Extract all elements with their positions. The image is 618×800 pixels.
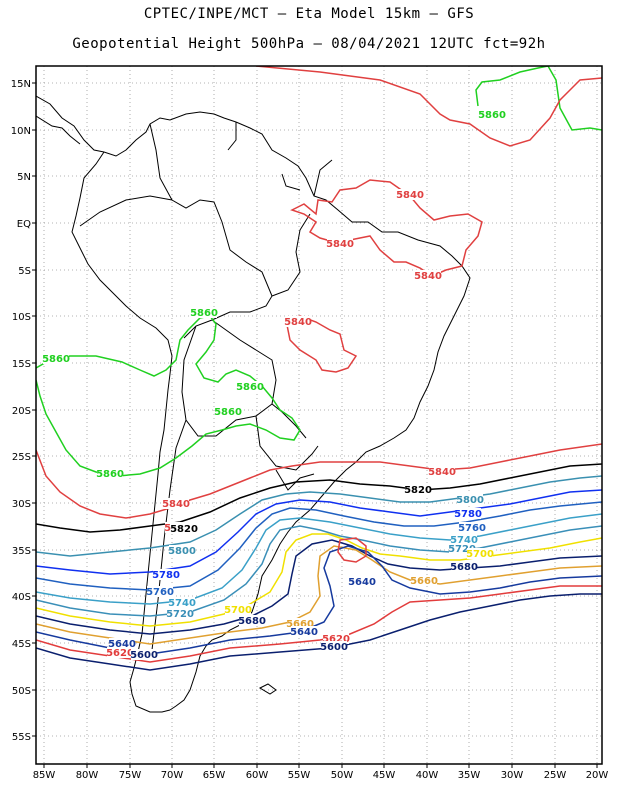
contour-label-5680: 5680 <box>450 562 478 573</box>
lat-label: 10N <box>11 126 31 137</box>
contour-label-5720: 5720 <box>448 544 476 555</box>
lat-label: EQ <box>17 219 31 230</box>
contour-label-5820: 5820 <box>404 485 432 496</box>
pacific-coast <box>71 151 173 713</box>
contour-5820 <box>36 463 602 533</box>
contour-label-5640: 5640 <box>108 639 136 650</box>
lat-label: 15S <box>12 359 31 370</box>
lon-label: 80W <box>76 770 99 781</box>
contour-5840-north <box>255 66 602 147</box>
contour-label-5840: 5840 <box>396 190 424 201</box>
contour-label-5820: 5820 <box>170 524 198 535</box>
lon-label: 30W <box>501 770 524 781</box>
contour-label-5860: 5860 <box>478 110 506 121</box>
lon-label: 70W <box>161 770 184 781</box>
contour-labels: 5860 5840 5840 5840 5840 5860 5860 5860 5860 5860… <box>42 109 506 661</box>
contour-5840-closed-low <box>337 537 367 563</box>
lon-label: 75W <box>119 770 142 781</box>
contour-label-5840: 5840 <box>284 317 312 328</box>
contour-label-5840: 5840 <box>414 271 442 282</box>
contour-label-5660: 5660 <box>410 576 438 587</box>
contour-label-5720: 5720 <box>166 609 194 620</box>
contour-label-5740: 5740 <box>168 598 196 609</box>
contour-label-5860: 5860 <box>214 407 242 418</box>
lat-label: 55S <box>12 732 31 743</box>
map-frame <box>35 65 603 765</box>
contour-label-5680: 5680 <box>238 616 266 627</box>
contour-5840-center <box>285 315 358 373</box>
contour-label-5780: 5780 <box>454 509 482 520</box>
lon-label: 40W <box>416 770 439 781</box>
contour-label-5780: 5780 <box>152 570 180 581</box>
lat-label: 30S <box>12 499 31 510</box>
contour-label-5640: 5640 <box>290 627 318 638</box>
contour-label-5620: 5620 <box>106 648 134 659</box>
contour-label-5840: 5840 <box>428 467 456 478</box>
contour-label-5860: 5860 <box>96 469 124 480</box>
lat-label: 20S <box>12 406 31 417</box>
contour-5840-amazon <box>290 179 483 277</box>
latitude-labels: 15N 10N 5N EQ 5S 10S 15S 20S 25S 30S 35S 40S 45S 50S 5… <box>11 79 36 743</box>
contour-5860-north <box>475 66 602 131</box>
lon-label: 60W <box>246 770 269 781</box>
contour-label-5660: 5660 <box>286 619 314 630</box>
contour-label-5700: 5700 <box>466 549 494 560</box>
contour-label-5860: 5860 <box>190 308 218 319</box>
lat-label: 50S <box>12 686 31 697</box>
contour-label-5860: 5860 <box>236 382 264 393</box>
lat-label: 15N <box>11 79 31 90</box>
contour-5660 <box>36 545 602 645</box>
map-title-line-2: Geopotential Height 500hPa – 08/04/2021 … <box>72 36 546 52</box>
lon-label: 25W <box>544 770 567 781</box>
lon-label: 50W <box>331 770 354 781</box>
falklands <box>258 683 277 695</box>
lat-label: 40S <box>12 592 31 603</box>
lon-label: 85W <box>33 770 56 781</box>
country-borders <box>79 122 333 651</box>
contour-5800 <box>36 475 602 557</box>
longitude-labels: 85W 80W 75W 70W 65W 60W 55W 50W 45W 40W 35W 30W 25W 2… <box>33 764 609 781</box>
contour-5600 <box>36 593 602 671</box>
contour-5860-west <box>36 315 301 477</box>
lon-label: 55W <box>288 770 311 781</box>
contour-label-5640: 5640 <box>348 577 376 588</box>
contour-label-5800: 5800 <box>168 546 196 557</box>
contour-label-5840: 5840 <box>162 499 190 510</box>
lon-label: 35W <box>458 770 481 781</box>
contour-5640-low <box>36 545 602 655</box>
contour-5700 <box>36 533 602 627</box>
contour-5620 <box>36 585 602 663</box>
south-america-coast <box>169 121 471 711</box>
contour-label-5600: 5600 <box>320 642 348 653</box>
lon-label: 65W <box>203 770 226 781</box>
contour-label-5840: 5840 <box>326 239 354 250</box>
lat-lon-grid <box>36 66 602 764</box>
contour-label-5800: 5800 <box>456 495 484 506</box>
contour-5760 <box>36 501 602 591</box>
map-title-line-1: CPTEC/INPE/MCT – Eta Model 15km – GFS <box>143 6 475 22</box>
lon-label: 45W <box>373 770 396 781</box>
lat-label: 5N <box>17 172 31 183</box>
contour-label-5760: 5760 <box>146 587 174 598</box>
contour-label-5740: 5740 <box>450 535 478 546</box>
contour-label-5620: 5620 <box>322 634 350 645</box>
contour-label-5700: 5700 <box>224 605 252 616</box>
contour-label-5860: 5860 <box>42 354 70 365</box>
lon-label: 20W <box>586 770 609 781</box>
height-contours <box>36 66 602 671</box>
contour-5740 <box>36 513 602 605</box>
lat-label: 5S <box>18 266 31 277</box>
contour-5680 <box>36 539 602 635</box>
contour-label-5760: 5760 <box>458 523 486 534</box>
contour-label-5600: 5600 <box>130 650 158 661</box>
lat-label: 45S <box>12 639 31 650</box>
lat-label: 25S <box>12 452 31 463</box>
lat-label: 10S <box>12 312 31 323</box>
contour-5840-south <box>36 443 602 519</box>
central-america-coast <box>36 95 237 157</box>
lat-label: 35S <box>12 546 31 557</box>
